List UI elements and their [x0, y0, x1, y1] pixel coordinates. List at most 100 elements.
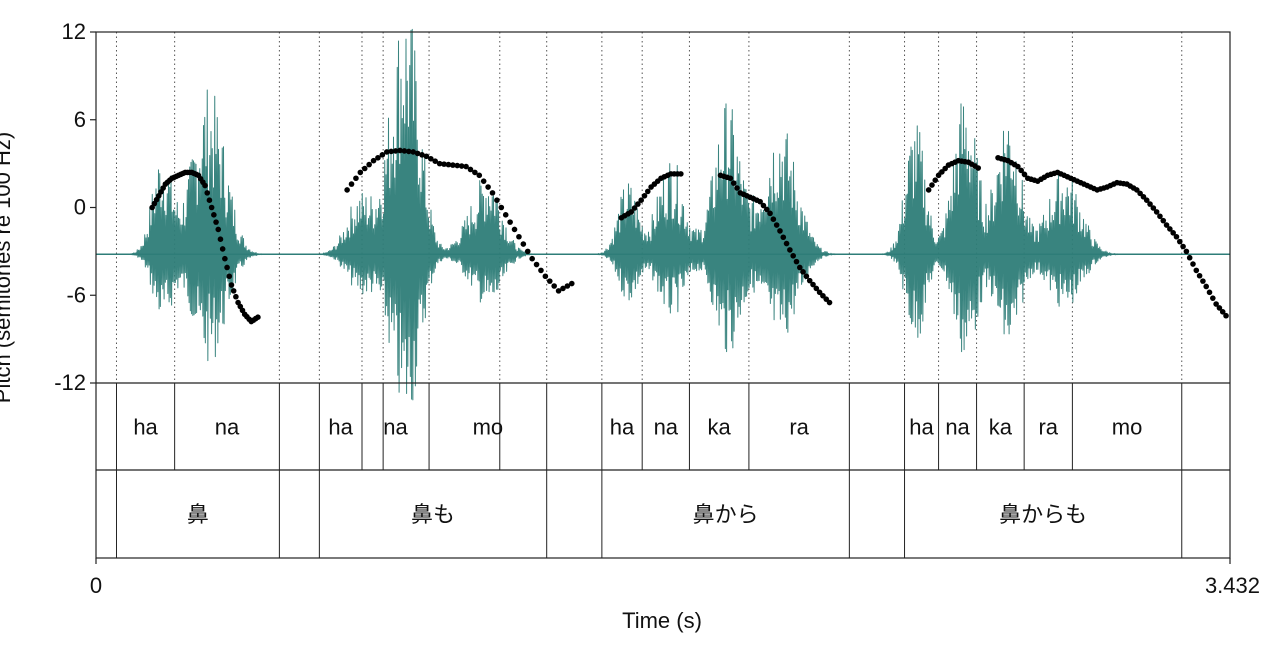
pitch-point	[1213, 301, 1219, 307]
pitch-point	[560, 285, 566, 292]
pitch-point	[787, 247, 793, 253]
y-axis-title: Pitch (semitones re 100 Hz)	[0, 132, 15, 403]
pitch-point	[498, 204, 505, 211]
pitch-point	[1147, 201, 1153, 207]
pitch-point	[1153, 209, 1160, 215]
pitch-point	[1200, 278, 1206, 284]
pitch-point	[370, 157, 377, 164]
pitch-point	[388, 148, 394, 155]
y-tick-label: -12	[54, 370, 86, 395]
syllable-label: na	[215, 415, 240, 440]
syllable-label: ha	[328, 415, 353, 440]
pitch-point	[793, 258, 800, 265]
pitch-point	[206, 197, 213, 203]
pitch-point	[1193, 267, 1200, 274]
pitch-point	[1150, 205, 1157, 211]
pitch-contour-segment	[344, 147, 575, 294]
pitch-contour-segment	[149, 169, 261, 325]
pitch-point	[1186, 254, 1193, 261]
pitch-point	[773, 222, 780, 228]
pitch-point	[436, 160, 443, 167]
pitch-point	[645, 188, 651, 195]
word-label: 鼻から	[693, 503, 759, 528]
syllable-label: ha	[909, 415, 934, 440]
syllable-label: ha	[133, 415, 158, 440]
pitch-point	[357, 169, 364, 176]
y-tick-label: 6	[74, 107, 86, 132]
pitch-point	[224, 264, 230, 271]
pitch-point	[777, 228, 783, 234]
pitch-point	[219, 246, 226, 252]
pitch-point	[454, 162, 461, 169]
pitch-point	[441, 161, 447, 167]
pitch-point	[569, 280, 575, 287]
pitch-point	[803, 273, 810, 280]
pitch-point	[1223, 312, 1229, 319]
pitch-point	[502, 212, 509, 218]
pitch-point	[800, 269, 806, 275]
pitch-point	[1015, 163, 1021, 170]
syllable-label: ka	[989, 415, 1013, 440]
pitch-point	[375, 154, 381, 161]
axes: 12 6 0 -6 -12 0 3.432 Time (s) Pitch (semitones …	[0, 19, 1260, 633]
pitch-point	[1210, 295, 1216, 301]
pitch-point	[1206, 289, 1213, 296]
pitch-point	[790, 252, 796, 259]
syllable-label: ha	[610, 415, 635, 440]
pitch-point	[507, 219, 513, 225]
pitch-point	[445, 161, 452, 168]
pitch-point	[760, 202, 767, 209]
pitch-point	[405, 148, 412, 155]
syllable-label: ka	[708, 415, 732, 440]
pitch-point	[208, 204, 215, 211]
pitch-point	[520, 241, 527, 247]
pitch-point	[826, 299, 833, 306]
pitch-point	[1018, 167, 1024, 174]
pitch-point	[542, 273, 549, 280]
pitch-point	[397, 147, 403, 154]
pitch-point	[641, 193, 648, 199]
pitch-point	[353, 175, 359, 182]
pitch-point	[211, 212, 217, 218]
pitch-point	[1196, 272, 1203, 279]
pitch-point	[467, 166, 474, 173]
pitch-contour-segment	[995, 154, 1229, 319]
syllable-label: na	[383, 415, 408, 440]
pitch-point	[730, 180, 737, 186]
pitch-contour-segment	[618, 171, 684, 221]
pitch-point	[806, 277, 813, 284]
pitch-point	[489, 190, 496, 196]
pitch-point	[631, 205, 638, 211]
pitch-point	[230, 288, 237, 294]
pitch-point	[546, 278, 553, 284]
pitch-point	[529, 255, 535, 262]
pitch-point	[458, 163, 465, 169]
x-tick-label: 0	[90, 573, 102, 598]
word-label: 鼻からも	[999, 503, 1087, 528]
pitch-point	[428, 155, 434, 162]
pitch-point	[538, 267, 544, 274]
pitch-point	[480, 178, 487, 184]
x-axis-title: Time (s)	[622, 608, 702, 633]
pitch-point	[204, 190, 211, 196]
pitch-point	[767, 210, 773, 217]
pitch-point	[638, 197, 644, 203]
word-label: 鼻	[187, 503, 209, 528]
pitch-point	[366, 161, 372, 168]
pitch-point	[511, 226, 518, 233]
pitch-point	[1203, 283, 1210, 290]
pitch-point	[780, 234, 787, 241]
pitch-point	[228, 282, 235, 288]
pitch-contour-segment	[717, 172, 833, 306]
pitch-point	[463, 163, 469, 170]
y-tick-label: 0	[74, 195, 86, 220]
syllable-label: ra	[1038, 415, 1058, 440]
word-label: 鼻も	[411, 503, 455, 528]
pitch-point	[757, 198, 763, 205]
pitch-point	[1157, 213, 1163, 220]
pitch-point	[1173, 233, 1180, 240]
pitch-point	[1163, 222, 1170, 228]
syllable-label: na	[945, 415, 970, 440]
chart-frame	[95, 31, 1231, 559]
